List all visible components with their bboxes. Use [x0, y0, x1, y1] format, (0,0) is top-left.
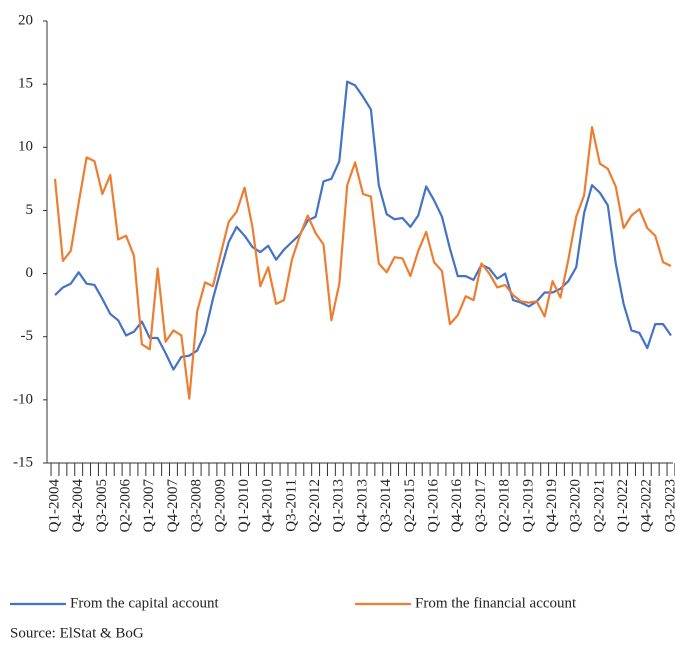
x-tick-label: Q1-2019	[520, 479, 536, 532]
y-tick-label: 15	[18, 76, 33, 92]
x-tick-label: Q1-2013	[331, 479, 347, 532]
series-line	[54, 80, 672, 371]
x-tick-label: Q4-2022	[639, 479, 655, 532]
x-tick-label: Q4-2007	[165, 479, 181, 533]
x-tick-label: Q4-2013	[354, 479, 370, 532]
x-tick-label: Q2-2021	[591, 479, 607, 532]
x-tick-label: Q4-2016	[449, 479, 465, 533]
x-tick-label: Q4-2010	[260, 479, 276, 532]
x-tick-label: Q2-2006	[118, 479, 134, 533]
x-tick-label: Q3-2014	[378, 479, 394, 533]
x-tick-label: Q2-2009	[212, 479, 228, 532]
legend-label: From the financial account	[415, 595, 577, 611]
x-tick-label: Q1-2007	[141, 479, 157, 533]
x-tick-label: Q3-2005	[94, 479, 110, 532]
x-tick-label: Q4-2004	[70, 479, 86, 533]
x-tick-label: Q2-2012	[307, 479, 323, 532]
x-tick-label: Q1-2004	[46, 479, 62, 533]
y-tick-label: 20	[18, 12, 33, 28]
y-tick-label: 0	[26, 265, 34, 281]
x-tick-label: Q3-2017	[473, 479, 489, 533]
x-tick-label: Q1-2022	[615, 479, 631, 532]
y-tick-label: -15	[13, 454, 33, 470]
x-tick-label: Q2-2018	[497, 479, 513, 532]
x-tick-label: Q1-2010	[236, 479, 252, 532]
x-tick-label: Q3-2008	[189, 479, 205, 532]
x-tick-label: Q3-2023	[662, 479, 675, 532]
source: Source: ElStat & BoG	[10, 625, 144, 641]
x-tick-label: Q4-2019	[544, 479, 560, 532]
x-tick-label: Q3-2020	[568, 479, 584, 532]
series-line	[53, 125, 672, 400]
y-tick-label: 10	[18, 139, 33, 155]
y-tick-label: 5	[26, 202, 34, 218]
x-tick-label: Q2-2015	[402, 479, 418, 532]
y-tick-label: -10	[13, 391, 33, 407]
legend-label: From the capital account	[70, 595, 220, 611]
x-tick-label: Q1-2016	[426, 479, 442, 533]
x-tick-label: Q3-2011	[283, 479, 299, 532]
y-tick-label: -5	[21, 328, 34, 344]
